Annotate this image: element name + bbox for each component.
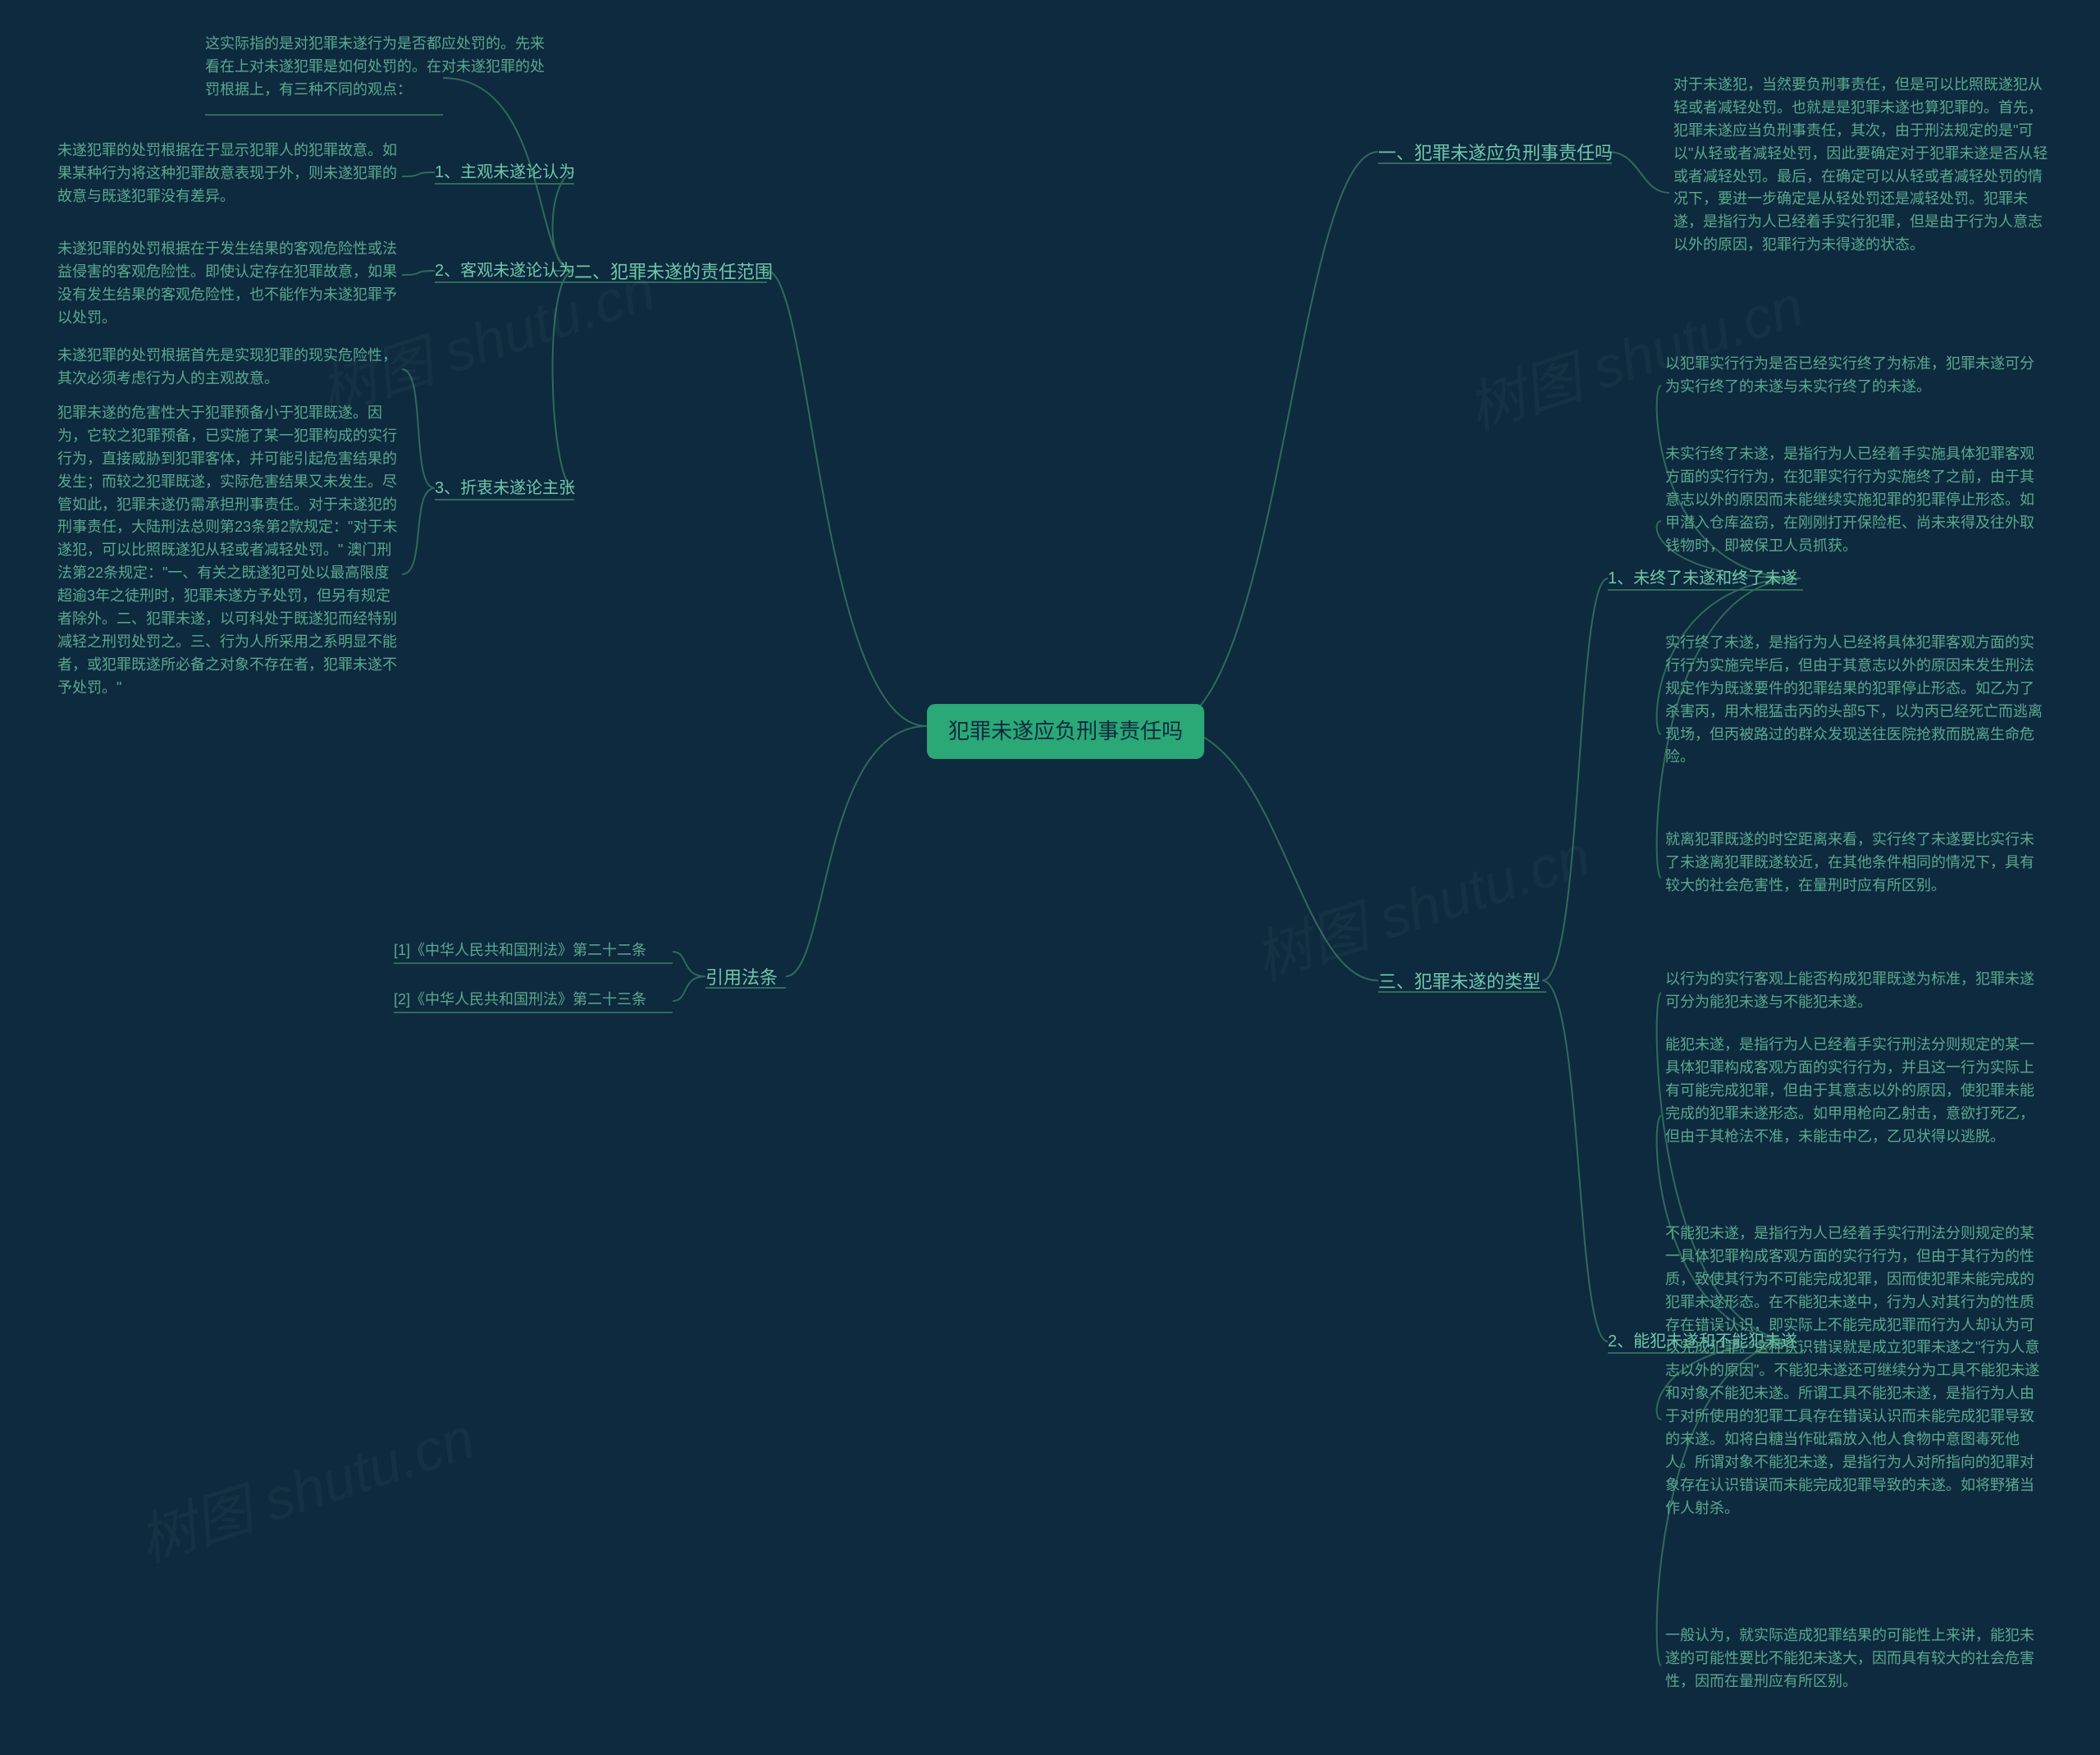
center-node[interactable]: 犯罪未遂应负刑事责任吗 (927, 704, 1204, 759)
leaf-r3-2-1: 以行为的实行客观上能否构成犯罪既遂为标准，犯罪未遂可分为能犯未遂与不能犯未遂。 (1665, 968, 2043, 1014)
leaf-l2-intro: 这实际指的是对犯罪未遂行为是否都应处罚的。先来看在上对未遂犯罪是如何处罚的。在对… (205, 33, 550, 102)
leaf-r1: 对于未遂犯，当然要负刑事责任，但是可以比照既遂犯从轻或者减轻处罚。也就是是犯罪未… (1673, 74, 2051, 257)
branch-l2-sub2[interactable]: 2、客观未遂论认为 (435, 258, 575, 283)
branch-l2[interactable]: 二、犯罪未遂的责任范围 (574, 258, 773, 286)
leaf-r3-1-1: 以犯罪实行行为是否已经实行终了为标准，犯罪未遂可分为实行终了的未遂与未实行终了的… (1665, 353, 2043, 399)
branch-r3-sub1[interactable]: 1、未终了未遂和终了未遂 (1608, 566, 1797, 591)
leaf-r3-1-2: 未实行终了未遂，是指行为人已经着手实施具体犯罪客观方面的实行行为，在犯罪实行行为… (1665, 443, 2043, 557)
leaf-r3-2-4: 一般认为，就实际造成犯罪结果的可能性上来讲，能犯未遂的可能性要比不能犯未遂大，因… (1665, 1625, 2043, 1693)
branch-l4[interactable]: 引用法条 (705, 964, 778, 991)
leaf-l4-1: [1]《中华人民共和国刑法》第二十二条 (394, 939, 646, 962)
leaf-l4-2: [2]《中华人民共和国刑法》第二十三条 (394, 989, 646, 1012)
branch-r1[interactable]: 一、犯罪未遂应负刑事责任吗 (1378, 139, 1613, 167)
leaf-r3-1-4: 就离犯罪既遂的时空距离来看，实行终了未遂要比实行未了未遂离犯罪既遂较近，在其他条… (1665, 829, 2043, 898)
branch-l2-sub1[interactable]: 1、主观未遂论认为 (435, 160, 575, 185)
leaf-r3-2-2: 能犯未遂，是指行为人已经着手实行刑法分则规定的某一具体犯罪构成客观方面的实行行为… (1665, 1034, 2043, 1148)
leaf-l2-1: 未遂犯罪的处罚根据在于显示犯罪人的犯罪故意。如果某种行为将这种犯罪故意表现于外，… (57, 139, 402, 208)
leaf-l2-3a: 未遂犯罪的处罚根据首先是实现犯罪的现实危险性，其次必须考虑行为人的主观故意。 (57, 345, 402, 391)
leaf-l2-2: 未遂犯罪的处罚根据在于发生结果的客观危险性或法益侵害的客观危险性。即使认定存在犯… (57, 238, 402, 330)
branch-r3[interactable]: 三、犯罪未遂的类型 (1378, 968, 1541, 995)
leaf-l2-3b: 犯罪未遂的危害性大于犯罪预备小于犯罪既遂。因为，它较之犯罪预备，已实施了某一犯罪… (57, 402, 402, 700)
leaf-r3-2-3: 不能犯未遂，是指行为人已经着手实行刑法分则规定的某一具体犯罪构成客观方面的实行行… (1665, 1223, 2043, 1520)
leaf-r3-1-3: 实行终了未遂，是指行为人已经将具体犯罪客观方面的实行行为实施完毕后，但由于其意志… (1665, 632, 2043, 769)
branch-l2-sub3[interactable]: 3、折衷未遂论主张 (435, 476, 575, 500)
watermark: 树图 shutu.cn (127, 1392, 484, 1579)
